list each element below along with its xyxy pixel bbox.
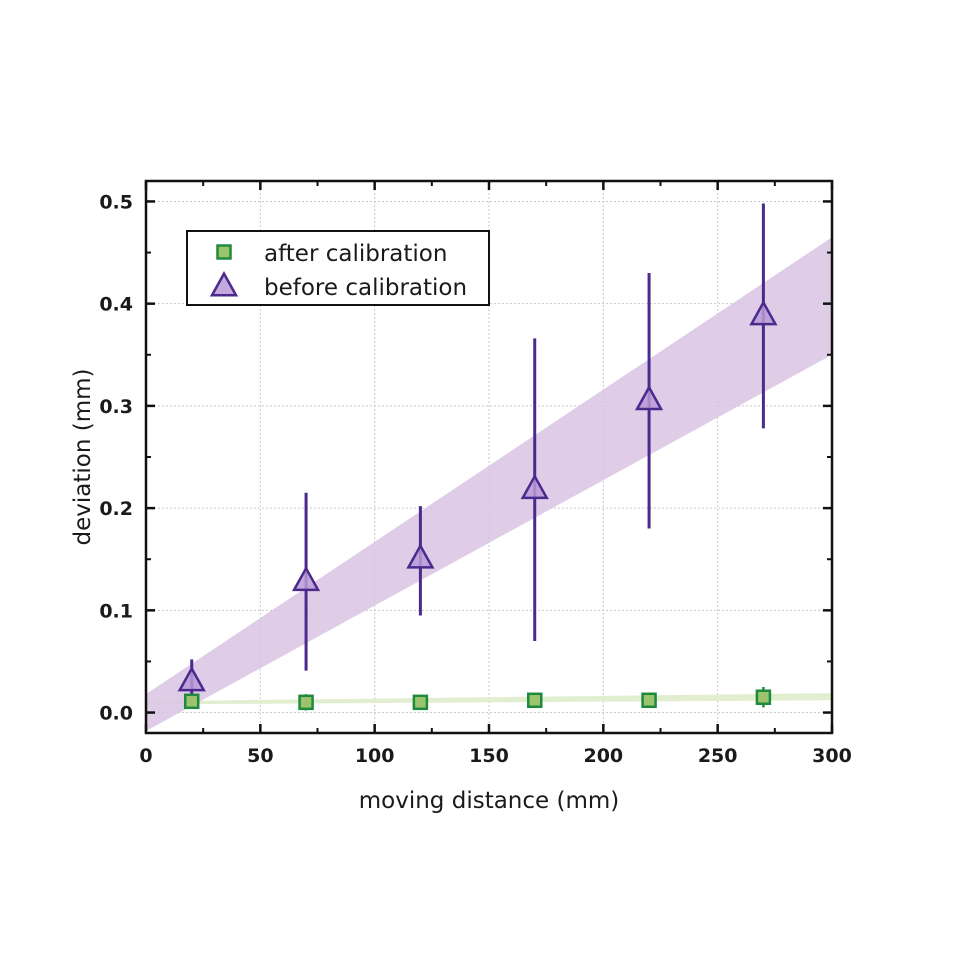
marker-after-calibration <box>183 693 200 710</box>
marker-after-calibration <box>526 692 543 709</box>
marker-after-calibration <box>641 692 657 709</box>
marker-before-calibration <box>177 665 206 692</box>
y-tick-label: 0.1 <box>99 600 133 622</box>
marker-before-calibration <box>406 543 435 569</box>
x-tick-label: 150 <box>469 745 509 767</box>
x-tick-labels: 0 50 100 150 200 250 300 <box>139 745 851 767</box>
marker-before-calibration <box>520 473 549 500</box>
legend-triangle-icon <box>209 271 239 297</box>
marker-after-calibration <box>755 689 772 705</box>
x-tick-label: 50 <box>247 745 273 767</box>
legend-marker-before-calibration <box>209 271 239 297</box>
marker-before-calibration <box>634 384 664 411</box>
y-tick-label: 0.3 <box>99 396 133 418</box>
axis-ticks <box>144 181 834 733</box>
marker-after-calibration <box>298 694 314 711</box>
x-tick-label: 250 <box>698 745 738 767</box>
confidence-bands <box>146 237 832 731</box>
marker-before-calibration <box>291 565 321 592</box>
y-tick-label: 0.4 <box>99 294 133 316</box>
x-tick-label: 300 <box>812 745 852 767</box>
y-tick-label: 0.0 <box>99 703 133 725</box>
legend-square-icon <box>216 244 232 260</box>
x-tick-label: 0 <box>139 745 152 767</box>
data-markers <box>177 299 778 711</box>
x-axis-title: moving distance (mm) <box>359 788 620 814</box>
legend-marker-after-calibration <box>216 244 232 260</box>
x-tick-label: 100 <box>355 745 395 767</box>
y-axis-title: deviation (mm) <box>70 369 96 546</box>
y-tick-label: 0.5 <box>99 191 133 213</box>
y-tick-labels: 0.0 0.1 0.2 0.3 0.4 0.5 <box>99 191 133 724</box>
band-after-calibration <box>146 693 832 705</box>
legend-box <box>186 230 490 306</box>
legend-label-after-calibration: after calibration <box>264 241 447 267</box>
y-tick-label: 0.2 <box>99 498 133 520</box>
legend-label-before-calibration: before calibration <box>264 275 467 301</box>
marker-before-calibration <box>749 299 778 326</box>
x-tick-label: 200 <box>583 745 623 767</box>
legend: after calibration before calibration <box>186 230 490 306</box>
band-before-calibration <box>146 237 832 731</box>
marker-after-calibration <box>412 694 429 711</box>
